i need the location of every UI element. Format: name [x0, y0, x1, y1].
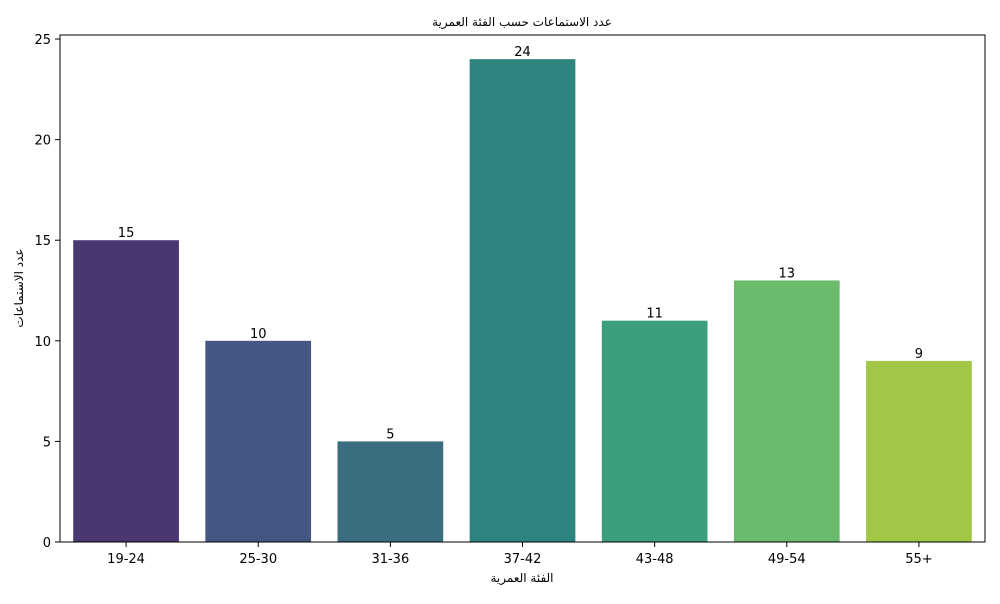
x-tick-label: 55+	[905, 552, 932, 567]
bar-37-42	[469, 59, 576, 543]
data-label-25-30: 10	[250, 327, 267, 342]
chart-title: عدد الاستماعات حسب الفئة العمرية	[432, 15, 612, 30]
data-label-49-54: 13	[779, 266, 796, 281]
y-axis-title: عدد الاستماعات	[12, 248, 26, 327]
plot-area: 15 10 5 24 11 13 9	[73, 45, 972, 543]
bar-55+	[866, 360, 972, 542]
bar-19-24	[73, 240, 179, 542]
bar-25-30	[205, 340, 312, 542]
x-axis-title: الفئة العمرية	[490, 571, 553, 586]
x-tick-label: 31-36	[371, 552, 409, 567]
y-axis: 0 5 10 15 20 25	[34, 33, 60, 551]
data-label-19-24: 15	[118, 226, 135, 241]
x-tick-label: 19-24	[107, 552, 145, 567]
x-tick-label: 49-54	[768, 552, 806, 567]
y-tick-label: 5	[43, 435, 51, 450]
bar-49-54	[733, 280, 840, 542]
x-tick-label: 25-30	[239, 552, 277, 567]
bar-31-36	[337, 441, 444, 542]
data-label-43-48: 11	[646, 307, 663, 322]
data-label-37-42: 24	[514, 45, 531, 60]
data-label-55+: 9	[915, 347, 923, 362]
x-tick-label: 37-42	[504, 552, 542, 567]
y-tick-label: 0	[43, 536, 51, 551]
y-tick-label: 20	[34, 134, 51, 149]
data-label-31-36: 5	[386, 427, 394, 442]
y-tick-label: 15	[34, 234, 51, 249]
x-tick-label: 43-48	[636, 552, 674, 567]
bar-43-48	[601, 320, 708, 542]
x-axis: 19-24 25-30 31-36 37-42 43-48 49-54 55+	[107, 542, 933, 567]
y-tick-label: 25	[34, 33, 51, 48]
y-tick-label: 10	[34, 335, 51, 350]
